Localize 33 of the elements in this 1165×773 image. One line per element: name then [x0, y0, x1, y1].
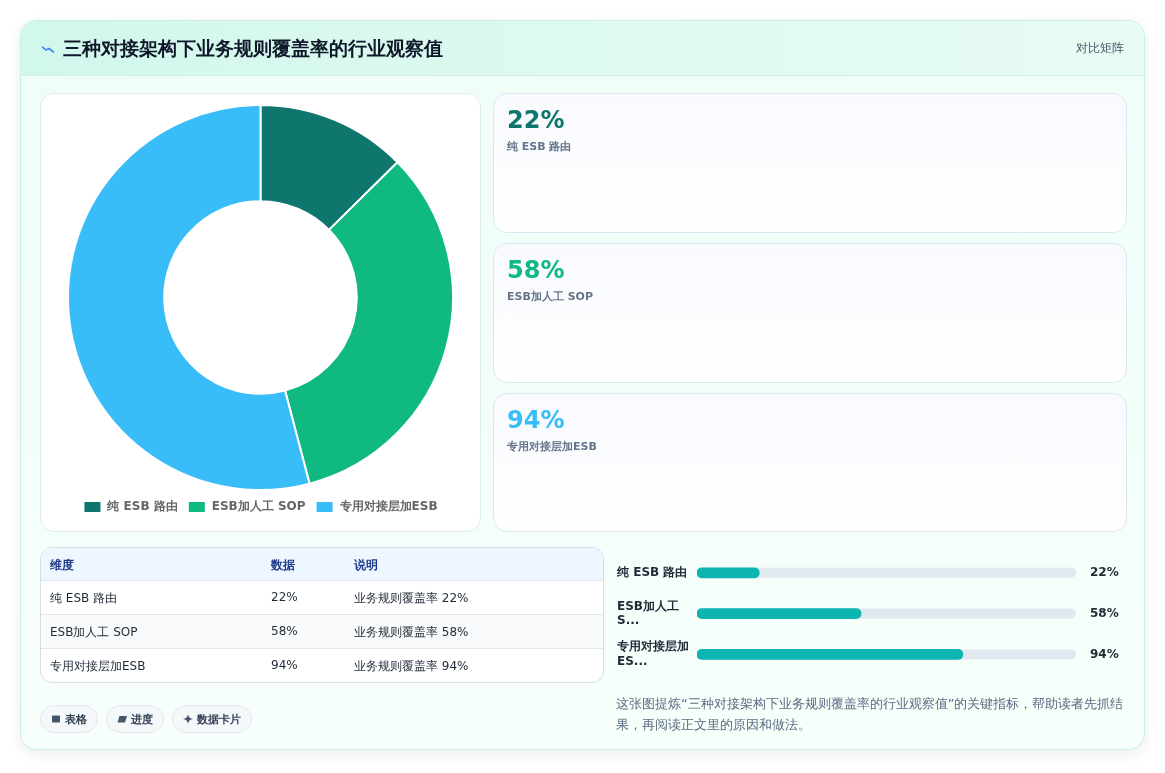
text: 说明 [354, 557, 378, 574]
legend-label: ESB加人工 SOP [211, 499, 306, 514]
text: 58% [271, 624, 298, 638]
text: 94% [271, 658, 298, 672]
data-label: 58% [1090, 605, 1119, 620]
text: 22% [507, 106, 565, 134]
y-tick-label: 纯 ESB 路由 [616, 564, 688, 579]
text: 94% [507, 406, 565, 434]
legend-label: 专用对接层加ESB [338, 499, 438, 514]
text: 这张图提炼“三种对接架构下业务规则覆盖率的行业观察值”的关键指标，帮助读者先抓结果，再阅读正文里的原因和做法。 [616, 695, 1125, 734]
text: 进度 [131, 711, 153, 727]
chart-title: 三种对接架构下业务规则覆盖率的行业观察值 [63, 36, 443, 61]
legend-label: 纯 ESB 路由 [106, 499, 178, 514]
text: 纯 ESB 路由 [50, 590, 118, 607]
text: 数据 [271, 557, 295, 574]
y-tick-label: 专用对接层加ES... [616, 639, 689, 668]
text: 58% [507, 256, 565, 284]
text: 业务规则覆盖率 58% [354, 624, 469, 641]
y-tick-label: ESB加人工 S... [617, 598, 679, 627]
text: 数据卡片 [197, 711, 241, 727]
text: 22% [271, 590, 298, 604]
data-label: 22% [1090, 564, 1119, 579]
text: ESB加人工 SOP [50, 624, 138, 641]
text: 表格 [65, 711, 87, 727]
text: 对比矩阵 [1076, 40, 1124, 57]
data-label: 94% [1090, 646, 1119, 661]
text: 专用对接层加ESB [50, 658, 146, 675]
text: 业务规则覆盖率 94% [354, 658, 469, 675]
text: 业务规则覆盖率 22% [354, 590, 469, 607]
text: 专用对接层加ESB [507, 439, 597, 454]
text: ESB加人工 SOP [507, 289, 593, 304]
text: 纯 ESB 路由 [507, 139, 572, 154]
text: 维度 [50, 557, 74, 574]
